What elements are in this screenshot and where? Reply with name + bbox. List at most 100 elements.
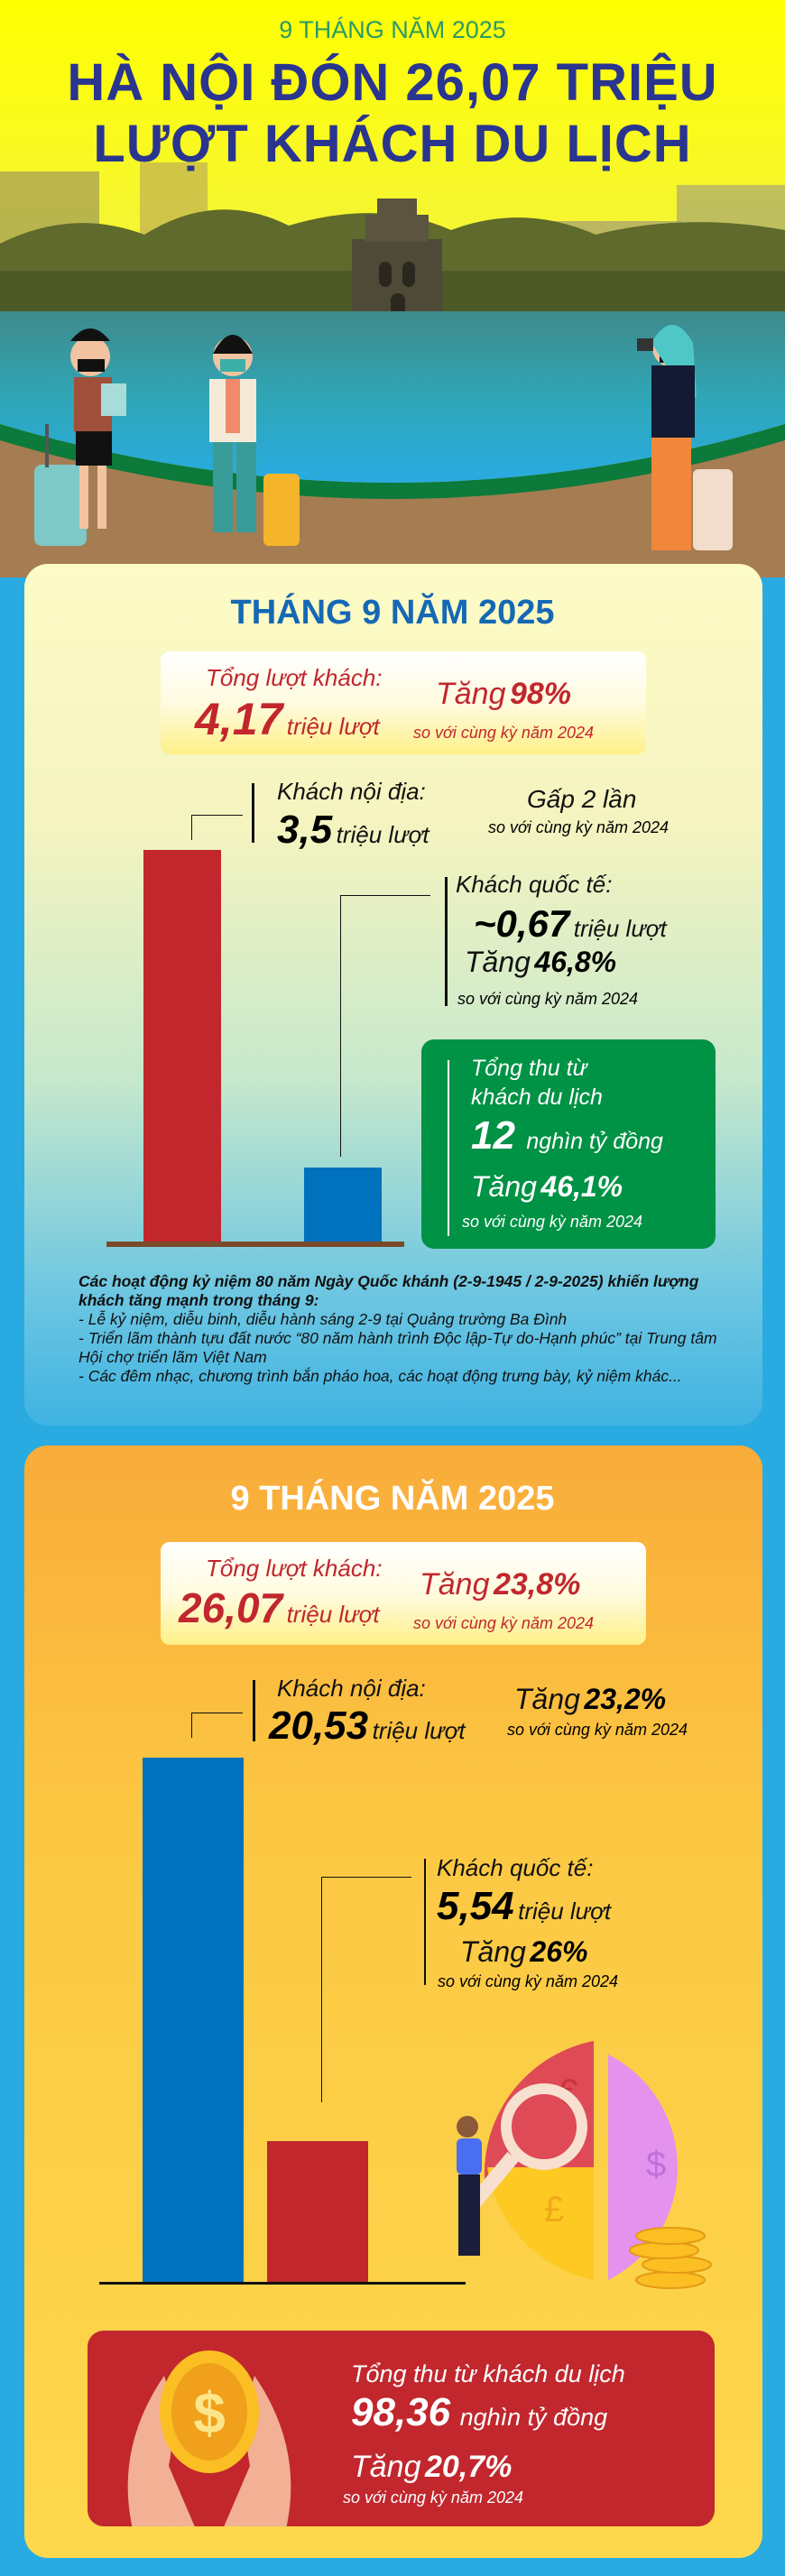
domestic-compare: so với cùng kỳ năm 2024 [488,818,669,836]
revenue-growth-line: Tăng 20,7% [351,2450,512,2485]
header-subtitle: 9 THÁNG NĂM 2025 [279,16,506,43]
domestic-value-line: 3,5 triệu lượt [277,808,429,853]
note-item: - Lễ kỷ niệm, diễu binh, diễu hành sáng … [78,1310,568,1328]
label-divider [448,1060,449,1236]
intl-compare: so với cùng kỳ năm 2024 [457,990,638,1008]
label-divider [253,1680,255,1741]
header-title-line1: HÀ NỘI ĐÓN 26,07 TRIỆU [67,53,718,112]
domestic-label: Khách nội địa: [277,1675,426,1702]
total-value-line: 4,17 triệu lượt [195,693,380,745]
intl-growth-line: Tăng 46,8% [465,946,616,979]
total-label: Tổng lượt khách: [206,664,383,691]
domestic-compare: so với cùng kỳ năm 2024 [507,1721,688,1739]
intl-growth: 46,8% [534,946,617,978]
nine-months-title: 9 THÁNG NĂM 2025 [230,1480,555,1518]
coin-in-hands-icon: $ [127,2350,291,2526]
tourist-with-camera [637,325,733,550]
connector [340,895,430,896]
domestic-growth: 23,2% [584,1683,667,1715]
total-compare: so với cùng kỳ năm 2024 [413,1614,594,1632]
intl-unit: triệu lượt [573,915,667,942]
pie-analyst-illustration: € £ $ [440,2041,720,2294]
domestic-growth: Gấp 2 lần [527,785,637,813]
intl-growth: 26% [530,1935,588,1968]
september-revenue-box: Tổng thu từ khách du lịch 12 nghìn tỷ đồ… [421,1039,716,1249]
revenue-compare: so với cùng kỳ năm 2024 [462,1213,642,1231]
september-note: Các hoạt động kỷ niệm 80 năm Ngày Quốc k… [78,1272,728,1386]
revenue-label: Tổng thu từ [471,1056,587,1081]
label-divider [252,783,254,843]
september-title: THÁNG 9 NĂM 2025 [230,594,555,632]
tourist-with-map [34,328,126,546]
total-growth-line: Tăng 98% [436,677,571,712]
intl-compare: so với cùng kỳ năm 2024 [438,1972,618,1990]
revenue-unit: nghìn tỷ đồng [459,2404,608,2431]
bar-international [304,1167,382,1242]
revenue-growth-line: Tăng 46,1% [471,1170,623,1204]
header-title-line2: LƯỢT KHÁCH DU LỊCH [93,115,692,173]
intl-value: ~0,67 [474,902,570,945]
growth-prefix: Tăng [471,1170,537,1203]
total-value-line: 26,07 triệu lượt [179,1583,380,1632]
connector [191,1713,192,1738]
total-value: 26,07 [179,1584,283,1631]
intl-unit: triệu lượt [518,1897,612,1925]
label-divider [424,1859,426,1985]
domestic-growth-line: Tăng 23,2% [514,1683,666,1716]
intl-value: 5,54 [437,1884,514,1928]
svg-text:£: £ [544,2190,564,2230]
intl-value-line: 5,54 triệu lượt [437,1884,611,1929]
label-divider [445,877,448,1006]
revenue-label: Tổng thu từ khách du lịch [351,2360,625,2387]
domestic-label: Khách nội địa: [277,778,426,805]
total-growth-line: Tăng 23,8% [420,1567,580,1602]
revenue-value: 98,36 [351,2390,451,2434]
revenue-value: 12 [471,1113,515,1158]
domestic-value: 20,53 [269,1703,369,1748]
tourist-with-suitcase [209,335,300,546]
nine-months-total-box: Tổng lượt khách: 26,07 triệu lượt Tăng 2… [161,1542,646,1645]
revenue-value-line: 98,36 nghìn tỷ đồng [351,2390,607,2435]
chart-baseline [99,2282,466,2285]
intl-growth-line: Tăng 26% [460,1935,587,1969]
revenue-compare: so với cùng kỳ năm 2024 [343,2488,523,2507]
nine-months-revenue-box: $ Tổng thu từ khách du lịch 98,36 nghìn … [88,2331,715,2526]
growth-prefix: Tăng [514,1683,580,1715]
intl-label: Khách quốc tế: [456,871,613,898]
total-unit: triệu lượt [286,713,380,740]
september-total-box: Tổng lượt khách: 4,17 triệu lượt Tăng 98… [161,651,646,754]
bar-domestic [143,850,221,1242]
domestic-unit: triệu lượt [372,1717,466,1744]
connector [191,815,243,816]
revenue-growth: 46,1% [540,1170,623,1203]
total-unit: triệu lượt [286,1601,380,1628]
chart-baseline [106,1242,404,1247]
intl-label: Khách quốc tế: [437,1854,594,1881]
growth-prefix: Tăng [465,946,531,978]
bar-international [267,2140,368,2283]
revenue-unit: nghìn tỷ đồng [526,1129,663,1154]
domestic-value-line: 20,53 triệu lượt [269,1703,466,1749]
domestic-unit: triệu lượt [336,821,429,848]
domestic-value: 3,5 [277,808,333,852]
total-value: 4,17 [195,694,283,744]
svg-text:$: $ [193,2380,226,2445]
hero-illustration [0,0,785,577]
growth-prefix: Tăng [420,1567,490,1602]
note-title: Các hoạt động kỷ niệm 80 năm Ngày Quốc k… [78,1272,699,1309]
growth-prefix: Tăng [351,2450,421,2484]
growth-prefix: Tăng [436,677,506,711]
revenue-growth: 20,7% [424,2450,513,2484]
total-label: Tổng lượt khách: [206,1555,383,1582]
note-item: - Các đêm nhạc, chương trình bắn pháo ho… [78,1367,682,1385]
connector [321,1877,322,2102]
note-item: - Triển lãm thành tựu đất nước “80 năm h… [78,1329,717,1366]
intl-value-line: ~0,67 triệu lượt [474,902,667,946]
total-growth: 23,8% [493,1567,581,1602]
revenue-label: khách du lịch [471,1085,603,1110]
total-growth: 98% [509,677,572,711]
svg-text:$: $ [646,2145,666,2184]
connector [321,1877,411,1878]
growth-prefix: Tăng [460,1935,526,1968]
connector [340,895,341,1157]
